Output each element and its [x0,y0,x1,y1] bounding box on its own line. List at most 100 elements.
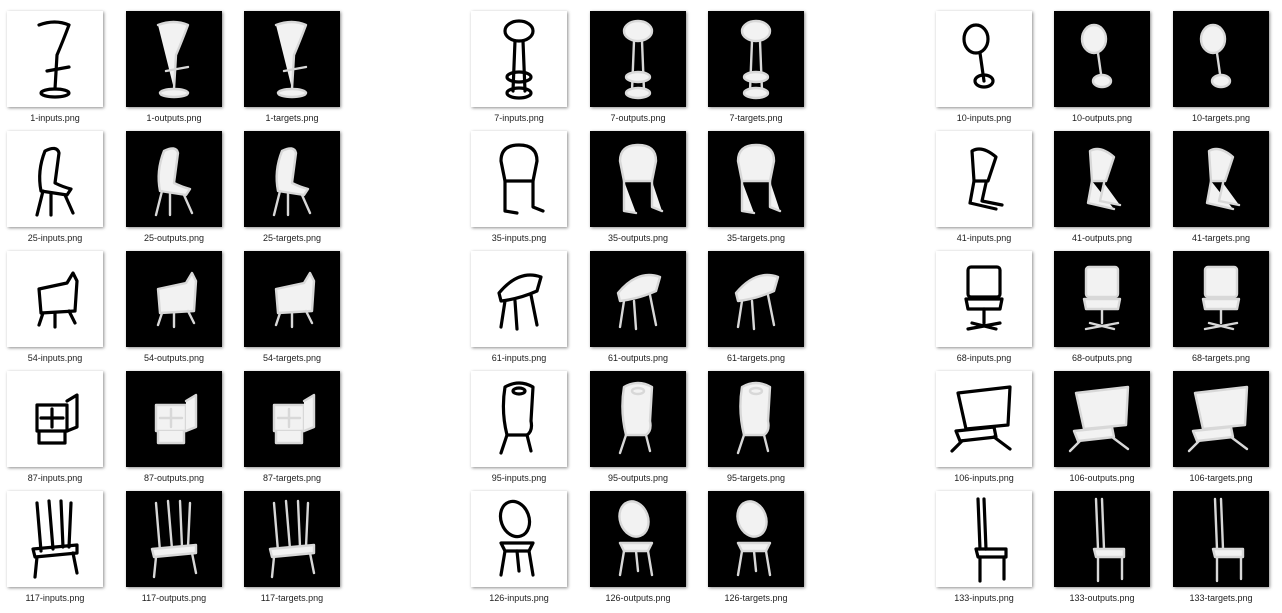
file-name-label: 133-targets.png [1189,593,1253,603]
round-stool-render-icon [708,11,804,107]
bar-stool-render-icon [126,11,222,107]
file-item[interactable]: 87-inputs.png [0,371,114,491]
file-item[interactable]: 133-inputs.png [925,491,1043,611]
office-chair-render-icon [1173,251,1269,347]
bucket-chair-render-icon [708,251,804,347]
file-item[interactable]: 126-targets.png [697,491,815,611]
file-item[interactable]: 68-outputs.png [1043,251,1161,371]
file-name-label: 7-outputs.png [610,113,666,123]
file-name-label: 126-outputs.png [605,593,671,603]
file-item[interactable]: 133-targets.png [1162,491,1280,611]
file-item[interactable]: 106-outputs.png [1043,371,1161,491]
file-name-label: 87-outputs.png [143,473,205,483]
file-name-label: 54-targets.png [262,353,322,363]
tilted-stool-render-icon [1054,11,1150,107]
file-name-label: 41-outputs.png [1071,233,1133,243]
wide-lounge-render-icon [1173,371,1269,467]
file-name-label: 106-targets.png [1189,473,1253,483]
file-name-label: 1-inputs.png [30,113,80,123]
tilted-stool-sketch-icon [936,11,1032,107]
file-name-label: 133-inputs.png [954,593,1014,603]
shell-chair-sketch-icon [7,131,103,227]
file-item[interactable]: 117-inputs.png [0,491,114,611]
file-name-label: 87-targets.png [262,473,322,483]
file-name-label: 1-outputs.png [146,113,202,123]
file-item[interactable]: 10-targets.png [1162,11,1280,131]
sled-chair-sketch-icon [471,131,567,227]
file-name-label: 35-inputs.png [491,233,547,243]
file-name-label: 87-inputs.png [27,473,83,483]
file-name-label: 25-targets.png [262,233,322,243]
file-item[interactable]: 68-inputs.png [925,251,1043,371]
side-chair-render-icon [1054,491,1150,587]
file-item[interactable]: 54-outputs.png [115,251,233,371]
file-item[interactable]: 54-inputs.png [0,251,114,371]
file-name-label: 95-inputs.png [491,473,547,483]
file-item[interactable]: 61-inputs.png [460,251,578,371]
cantilever-chair-sketch-icon [936,131,1032,227]
file-item[interactable]: 126-outputs.png [579,491,697,611]
file-item[interactable]: 7-targets.png [697,11,815,131]
slat-chair-sketch-icon [7,491,103,587]
file-item[interactable]: 41-outputs.png [1043,131,1161,251]
cantilever-chair-render-icon [1173,131,1269,227]
bar-stool-sketch-icon [7,11,103,107]
file-item[interactable]: 54-targets.png [233,251,351,371]
file-item[interactable]: 35-inputs.png [460,131,578,251]
file-item[interactable]: 25-targets.png [233,131,351,251]
file-item[interactable]: 1-inputs.png [0,11,114,131]
file-name-label: 68-targets.png [1191,353,1251,363]
file-name-label: 25-outputs.png [143,233,205,243]
file-name-label: 117-inputs.png [25,593,85,603]
file-item[interactable]: 1-targets.png [233,11,351,131]
file-item[interactable]: 106-targets.png [1162,371,1280,491]
file-name-label: 95-targets.png [726,473,786,483]
file-name-label: 61-targets.png [726,353,786,363]
oval-back-chair-sketch-icon [471,491,567,587]
file-item[interactable]: 10-inputs.png [925,11,1043,131]
file-item[interactable]: 117-targets.png [233,491,351,611]
file-item[interactable]: 126-inputs.png [460,491,578,611]
file-name-label: 117-outputs.png [141,593,207,603]
file-item[interactable]: 117-outputs.png [115,491,233,611]
box-chair-render-icon [244,371,340,467]
lounge-chair-sketch-icon [7,251,103,347]
sled-chair-render-icon [708,131,804,227]
file-item[interactable]: 1-outputs.png [115,11,233,131]
oval-back-chair-render-icon [708,491,804,587]
file-item[interactable]: 95-targets.png [697,371,815,491]
file-item[interactable]: 25-inputs.png [0,131,114,251]
file-name-label: 35-targets.png [726,233,786,243]
file-item[interactable]: 95-outputs.png [579,371,697,491]
file-name-label: 1-targets.png [265,113,319,123]
lounge-chair-render-icon [244,251,340,347]
slat-chair-render-icon [244,491,340,587]
file-item[interactable]: 61-outputs.png [579,251,697,371]
file-name-label: 61-outputs.png [607,353,669,363]
shell-chair-render-icon [244,131,340,227]
file-item[interactable]: 10-outputs.png [1043,11,1161,131]
file-item[interactable]: 87-outputs.png [115,371,233,491]
file-item[interactable]: 25-outputs.png [115,131,233,251]
file-item[interactable]: 68-targets.png [1162,251,1280,371]
file-item[interactable]: 87-targets.png [233,371,351,491]
file-item[interactable]: 95-inputs.png [460,371,578,491]
file-name-label: 54-inputs.png [27,353,83,363]
file-item[interactable]: 61-targets.png [697,251,815,371]
file-item[interactable]: 35-targets.png [697,131,815,251]
box-chair-sketch-icon [7,371,103,467]
bar-stool-render-icon [244,11,340,107]
file-item[interactable]: 35-outputs.png [579,131,697,251]
handle-chair-sketch-icon [471,371,567,467]
wide-lounge-render-icon [1054,371,1150,467]
file-item[interactable]: 133-outputs.png [1043,491,1161,611]
wide-lounge-sketch-icon [936,371,1032,467]
file-item[interactable]: 7-outputs.png [579,11,697,131]
file-item[interactable]: 106-inputs.png [925,371,1043,491]
file-item[interactable]: 7-inputs.png [460,11,578,131]
side-chair-render-icon [1173,491,1269,587]
file-item[interactable]: 41-targets.png [1162,131,1280,251]
handle-chair-render-icon [708,371,804,467]
tilted-stool-render-icon [1173,11,1269,107]
file-item[interactable]: 41-inputs.png [925,131,1043,251]
